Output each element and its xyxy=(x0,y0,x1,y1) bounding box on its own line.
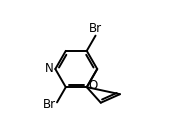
Text: N: N xyxy=(44,63,53,75)
Text: Br: Br xyxy=(43,98,56,111)
Text: O: O xyxy=(89,79,98,92)
Text: Br: Br xyxy=(89,22,102,35)
